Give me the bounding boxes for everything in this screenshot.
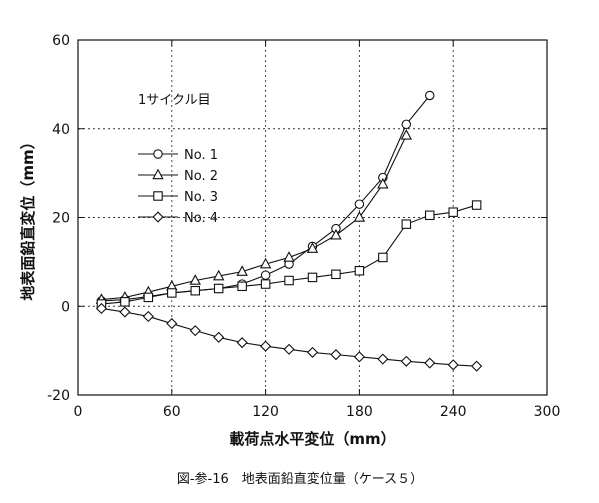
series-layer [95,90,483,372]
data-point [284,275,294,286]
data-point [236,337,248,349]
legend-entry: No. 1 [138,148,218,163]
data-point [400,355,412,367]
data-point [143,292,154,303]
data-point [283,251,295,262]
data-point [237,281,247,292]
y-tick-label: -20 [47,388,70,404]
legend-marker [153,191,163,201]
grid-lines [78,40,547,395]
legend-marker [152,211,164,223]
data-point [448,207,458,217]
data-point [260,270,271,280]
data-point [377,177,389,189]
data-point [306,242,319,253]
figure-caption: 図-参-16 地表面鉛直変位量（ケース５） [177,471,423,487]
data-point [330,228,342,240]
data-point [212,269,225,281]
y-tick-label: 20 [52,211,70,227]
legend-label: No. 1 [184,148,218,163]
data-point [283,343,295,355]
data-point [142,310,154,323]
data-point [167,288,177,298]
data-point [377,353,389,365]
data-point [166,317,178,330]
x-tick-label: 180 [346,404,373,420]
legend-label: No. 3 [184,190,218,205]
data-point [400,129,413,140]
data-point [378,252,388,263]
series-line [101,307,477,367]
y-axis-title: 地表面鉛直変位（mm） [19,134,37,300]
legend: No. 1 No. 2 No. 3 No. 4 [138,148,218,226]
y-tick-label: 0 [61,299,70,315]
data-point [307,272,318,283]
data-point [119,306,131,318]
legend-label: No. 2 [184,169,218,184]
data-point [306,346,319,358]
data-point [189,274,201,285]
series-2 [95,129,413,304]
x-tick-label: 0 [74,404,83,420]
y-tick-label: 40 [52,122,70,138]
data-point [213,283,224,294]
x-tick-label: 60 [163,404,181,420]
data-point [354,265,365,276]
data-point [401,119,412,130]
legend-label: No. 4 [184,211,218,226]
x-tick-label: 120 [252,404,279,420]
x-tick-label: 300 [534,404,561,420]
data-point [424,210,435,221]
data-point [260,279,271,289]
data-point [447,359,459,371]
data-point [354,199,365,209]
legend-marker [153,149,163,159]
data-point [401,219,412,229]
legend-entry: No. 4 [138,211,218,226]
data-point [353,211,366,222]
data-point [471,200,482,210]
data-point [424,90,435,101]
cycle-annotation: 1サイクル目 [138,93,211,108]
data-point [236,265,248,276]
data-point [259,257,272,269]
x-tick-label: 240 [440,404,467,420]
y-tick-label: 60 [52,33,70,49]
legend-entry: No. 3 [138,190,218,205]
data-point [189,325,201,337]
data-point [471,360,483,372]
data-point [331,269,341,280]
legend-entry: No. 2 [138,168,218,184]
data-point [260,340,272,352]
data-point [424,357,436,369]
data-point [353,351,365,363]
data-point [213,331,225,343]
series-1 [96,90,435,306]
data-point [330,349,342,361]
legend-marker [152,168,164,180]
data-point [120,297,130,307]
x-axis-title: 載荷点水平変位（mm） [229,430,395,448]
data-point [95,302,108,315]
series-4 [95,302,483,372]
data-point [190,285,201,296]
